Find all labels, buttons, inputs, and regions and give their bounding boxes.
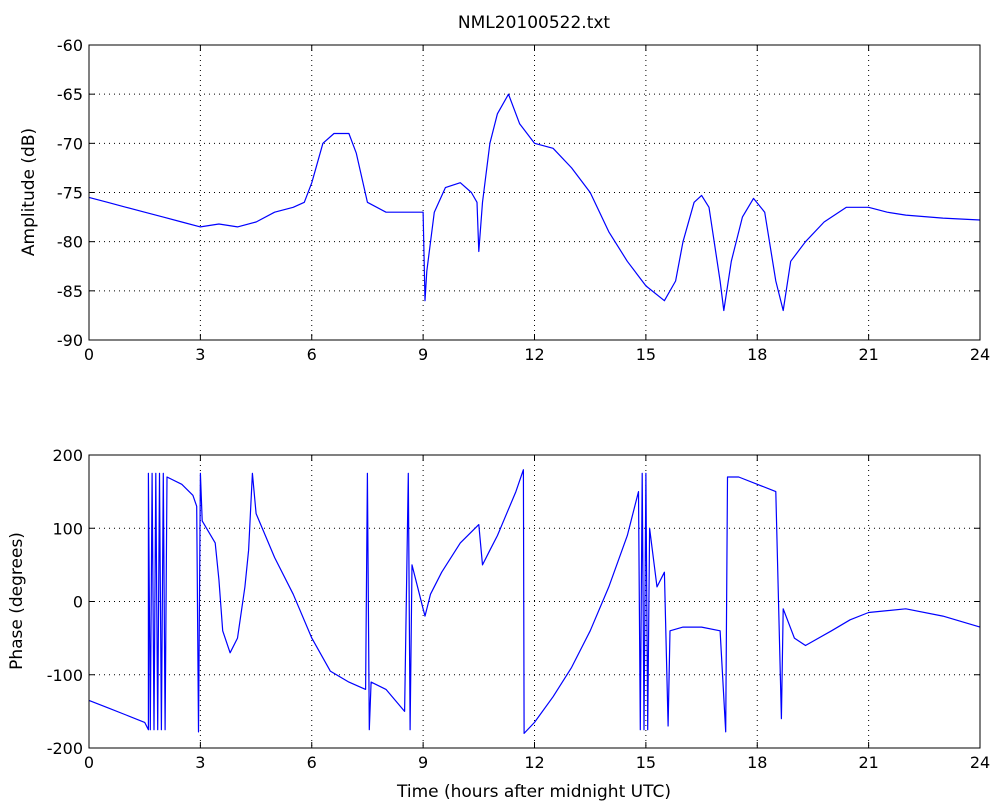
amplitude-x-tick-label: 3: [195, 345, 205, 364]
chart-title: NML20100522.txt: [458, 13, 611, 33]
amplitude-grid: [89, 45, 980, 340]
phase-y-tick-label: 0: [73, 593, 83, 612]
phase-x-tick-label: 3: [195, 753, 205, 772]
phase-y-tick-label: 200: [52, 446, 83, 465]
phase-y-tick-label: -100: [47, 666, 83, 685]
amplitude-y-tick-label: -70: [57, 134, 83, 153]
x-axis-label: Time (hours after midnight UTC): [396, 782, 671, 802]
phase-y-tick-label: 100: [52, 519, 83, 538]
amplitude-x-tick-label: 21: [858, 345, 878, 364]
phase-ticks: 0 3 6 9 12 15 18 21 24 -200 -100 0 100 200: [47, 446, 990, 772]
amplitude-x-tick-label: 24: [970, 345, 990, 364]
amplitude-y-tick-label: -75: [57, 184, 83, 203]
amplitude-y-tick-label: -90: [57, 331, 83, 350]
phase-x-tick-label: 6: [307, 753, 317, 772]
amplitude-x-tick-label: 9: [418, 345, 428, 364]
phase-x-tick-label: 24: [970, 753, 990, 772]
phase-x-tick-label: 0: [84, 753, 94, 772]
amplitude-y-tick-label: -85: [57, 282, 83, 301]
phase-x-tick-label: 21: [858, 753, 878, 772]
amplitude-axes: 0 3 6 9 12 15 18 21 24 -90 -85 -80 -75 -70 -65 -60 Ampl…: [19, 36, 990, 364]
phase-series: [88, 469, 981, 734]
phase-x-tick-label: 15: [636, 753, 656, 772]
amplitude-x-tick-label: 6: [307, 345, 317, 364]
phase-series-line-0: [88, 469, 981, 734]
phase-x-tick-label: 18: [747, 753, 767, 772]
amplitude-y-tick-label: -65: [57, 85, 83, 104]
amplitude-series-line-0: [88, 93, 981, 312]
phase-grid: [89, 455, 980, 748]
amplitude-x-tick-label: 15: [636, 345, 656, 364]
phase-axes: 0 3 6 9 12 15 18 21 24 -200 -100 0 100 200 Phase (deg…: [7, 446, 990, 802]
amplitude-y-label: Amplitude (dB): [19, 128, 39, 256]
amplitude-x-tick-label: 12: [524, 345, 544, 364]
phase-y-tick-label: -200: [47, 739, 83, 758]
phase-y-label: Phase (degrees): [7, 532, 27, 670]
amplitude-x-tick-label: 0: [84, 345, 94, 364]
amplitude-series: [88, 93, 981, 312]
amplitude-y-tick-label: -80: [57, 233, 83, 252]
amplitude-y-tick-label: -60: [57, 36, 83, 55]
amplitude-x-tick-label: 18: [747, 345, 767, 364]
phase-x-tick-label: 12: [524, 753, 544, 772]
amplitude-ticks: 0 3 6 9 12 15 18 21 24 -90 -85 -80 -75 -70 -65 -60: [57, 36, 990, 364]
phase-x-tick-label: 9: [418, 753, 428, 772]
